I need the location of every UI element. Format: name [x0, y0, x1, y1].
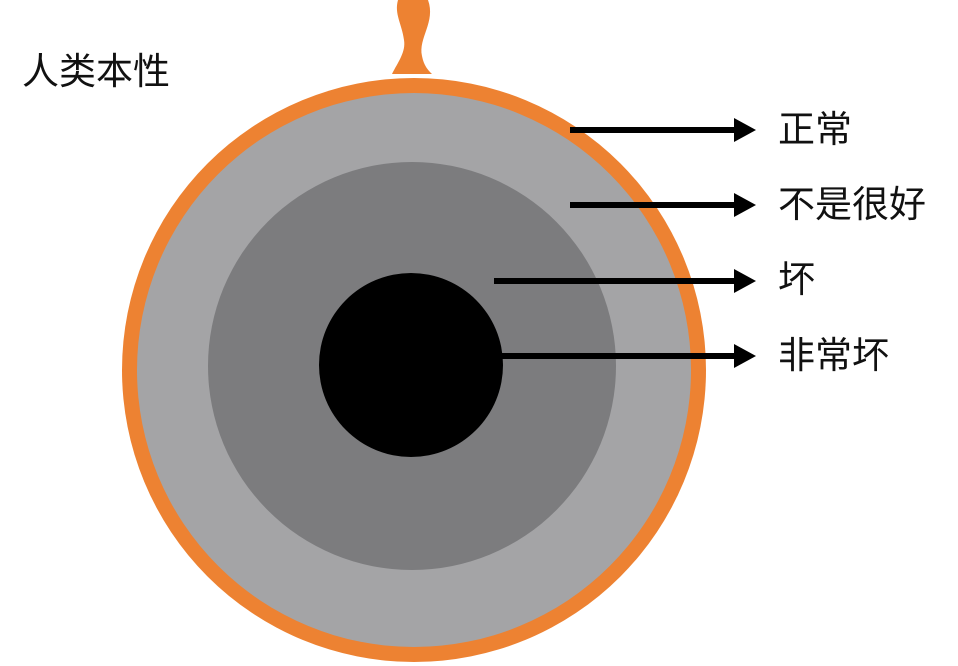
- arrow-bad: [494, 269, 756, 293]
- arrow-normal: [570, 118, 756, 142]
- layer-label-bad: 坏: [778, 258, 815, 301]
- fruit-stem: [392, 0, 432, 74]
- layer-label-not-very-good: 不是很好: [778, 183, 926, 226]
- arrow-not-very-good: [570, 193, 756, 217]
- arrow-very-bad: [500, 344, 756, 368]
- diagram-title: 人类本性: [22, 50, 170, 93]
- layer-label-normal: 正常: [778, 108, 852, 151]
- layer-very-bad-core: [319, 273, 503, 457]
- layer-label-very-bad: 非常坏: [778, 334, 889, 377]
